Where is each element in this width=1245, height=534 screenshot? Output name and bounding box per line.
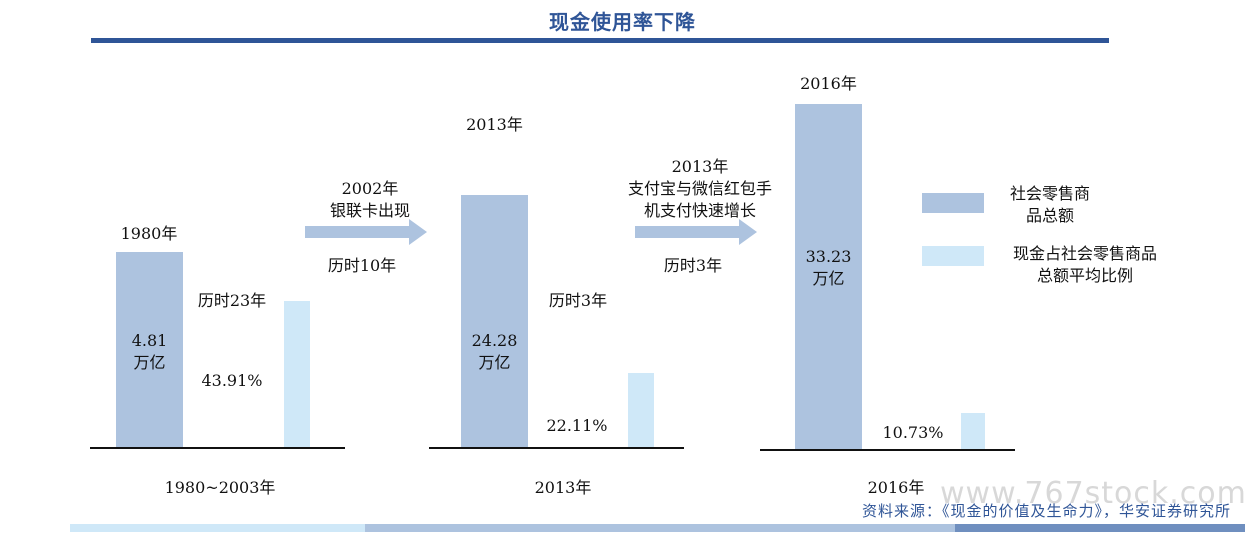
- arrow2-duration: 历时3年: [663, 256, 723, 275]
- group2-retail-unit: 万亿: [478, 353, 511, 372]
- group1-retail-unit: 万亿: [133, 353, 166, 372]
- footer-bar-mid: [365, 524, 955, 532]
- group3-retail-unit: 万亿: [812, 269, 845, 288]
- group1-period-label: 1980~2003年: [164, 478, 276, 497]
- legend-swatch-cash: [922, 246, 984, 266]
- chart-title: 现金使用率下降: [549, 10, 696, 34]
- group3-baseline: [760, 449, 1015, 451]
- retail-bar-2013: [461, 195, 528, 447]
- group3-year-label: 2016年: [800, 74, 857, 93]
- group3-retail-value: 33.23: [805, 247, 852, 266]
- cash-bar-2016: [961, 413, 985, 449]
- footer-bar-left: [70, 524, 365, 532]
- group3-cash-pct: 10.73%: [882, 423, 944, 442]
- retail-bar-1980: [116, 252, 183, 447]
- legend-label-cash: 现金占社会零售商品 总额平均比例: [995, 243, 1175, 287]
- legend-cash-line2: 总额平均比例: [1036, 266, 1133, 285]
- legend-label-retail: 社会零售商 品总额: [990, 183, 1110, 227]
- arrow1-event: 银联卡出现: [329, 201, 410, 220]
- arrow2-caption: 2013年 支付宝与微信红包手 机支付快速增长: [605, 156, 795, 222]
- group2-duration: 历时3年: [548, 291, 608, 310]
- arrow-right-icon: [305, 219, 427, 245]
- source-note: 资料来源：《现金的价值及生命力》，华安证券研究所: [861, 502, 1231, 520]
- group1-retail-value: 4.81: [131, 331, 168, 350]
- cash-bar-2013: [628, 373, 654, 447]
- legend-retail-line2: 品总额: [1025, 206, 1074, 225]
- arrow-right-icon: [635, 219, 757, 245]
- group1-cash-pct: 43.91%: [201, 371, 263, 390]
- legend-cash-line1: 现金占社会零售商品: [1012, 244, 1157, 263]
- title-underline: [91, 38, 1109, 43]
- group3-period-label: 2016年: [867, 478, 925, 497]
- group2-year-label: 2013年: [466, 115, 523, 134]
- arrow2-event-line1: 支付宝与微信红包手: [627, 179, 772, 198]
- arrow2-year: 2013年: [671, 157, 729, 176]
- arrow1-duration: 历时10年: [327, 256, 397, 275]
- cash-bar-1980: [284, 301, 310, 447]
- arrow1-caption: 2002年 银联卡出现: [310, 178, 430, 222]
- group2-retail-value: 24.28: [471, 331, 518, 350]
- arrow1-year: 2002年: [341, 179, 399, 198]
- group1-duration: 历时23年: [197, 291, 267, 310]
- legend-swatch-retail: [922, 193, 984, 213]
- footer-bar-right: [955, 524, 1245, 532]
- legend-retail-line1: 社会零售商: [1009, 184, 1090, 203]
- group2-retail-label: 24.28 万亿: [461, 330, 528, 374]
- group2-period-label: 2013年: [534, 478, 592, 497]
- watermark: www.767stock.com: [940, 476, 1245, 511]
- retail-bar-2016: [795, 104, 862, 449]
- group1-year-label: 1980年: [120, 224, 178, 243]
- arrow2-event-line2: 机支付快速增长: [643, 201, 756, 220]
- group2-cash-pct: 22.11%: [546, 416, 608, 435]
- group2-baseline: [429, 447, 684, 449]
- group1-baseline: [90, 447, 345, 449]
- group3-retail-label: 33.23 万亿: [795, 246, 862, 290]
- group1-retail-label: 4.81 万亿: [116, 330, 183, 374]
